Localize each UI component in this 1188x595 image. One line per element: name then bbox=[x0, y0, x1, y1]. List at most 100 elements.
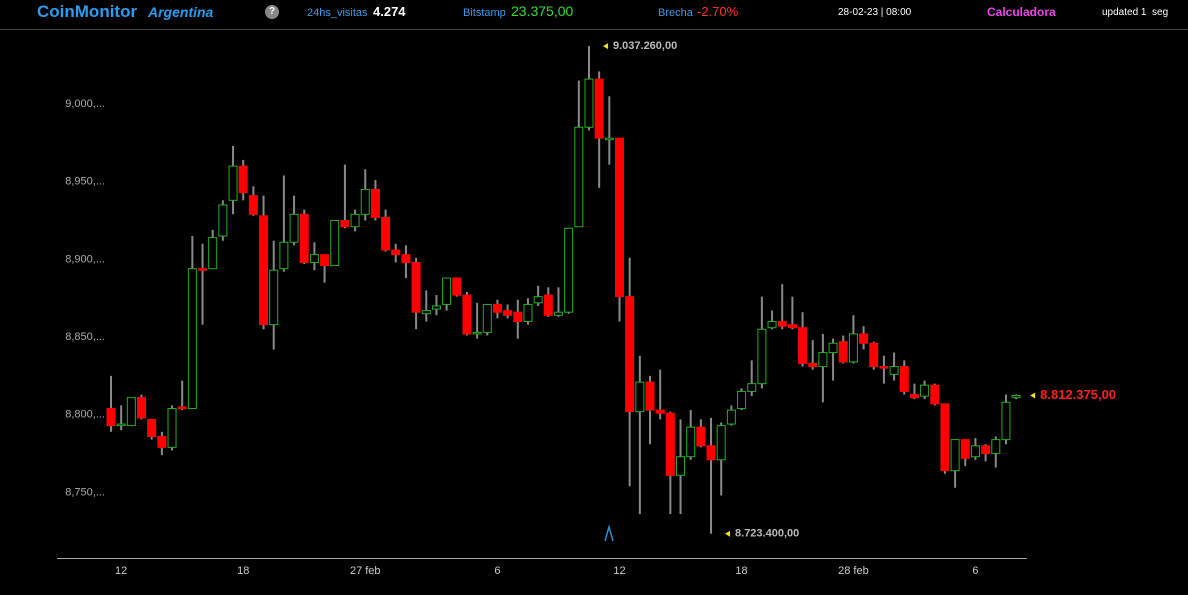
candle-up bbox=[716, 425, 726, 461]
candle-up bbox=[126, 397, 136, 427]
visits-label: 24hs_visitas bbox=[307, 7, 368, 19]
country: Argentina bbox=[148, 4, 214, 20]
candle-down bbox=[147, 418, 157, 437]
candle-down bbox=[798, 327, 808, 364]
candle-up bbox=[431, 305, 441, 310]
candle-down bbox=[137, 397, 147, 419]
x-tick-label: 6 bbox=[972, 565, 978, 577]
candle-down bbox=[869, 342, 879, 368]
candle-up bbox=[676, 456, 686, 476]
candle-up bbox=[167, 408, 177, 448]
candle-down bbox=[706, 445, 716, 461]
candle-down bbox=[777, 321, 787, 327]
x-tick-label: 6 bbox=[494, 565, 500, 577]
candle-down bbox=[981, 445, 991, 455]
x-tick-label: 28 feb bbox=[838, 565, 869, 577]
candle-down bbox=[381, 216, 391, 251]
candle-up bbox=[330, 220, 340, 267]
candle-up bbox=[737, 390, 747, 410]
candle-down bbox=[594, 78, 604, 139]
candle-up bbox=[553, 311, 563, 316]
bitstamp-price: 23.375,00 bbox=[511, 3, 574, 19]
candle-up bbox=[228, 165, 238, 201]
candle-down bbox=[106, 408, 116, 427]
candle-down bbox=[320, 254, 330, 267]
candle-down bbox=[909, 394, 919, 399]
candle-down bbox=[248, 195, 258, 215]
candle-up bbox=[289, 213, 299, 243]
candle-up bbox=[950, 439, 960, 472]
candle-up bbox=[920, 384, 930, 397]
candle-up bbox=[635, 381, 645, 413]
logo-mark bbox=[604, 524, 614, 542]
candle-down bbox=[899, 366, 909, 392]
gap-value: -2.70% bbox=[697, 4, 739, 19]
annotation-label: 8.723.400,00 bbox=[735, 528, 799, 540]
candle-up bbox=[421, 310, 431, 315]
candle-up bbox=[686, 426, 696, 458]
candle-down bbox=[411, 261, 421, 313]
candle-up bbox=[309, 254, 319, 263]
candle-up bbox=[533, 296, 543, 304]
candle-up bbox=[269, 269, 279, 326]
candle-down bbox=[198, 268, 208, 271]
candle-up bbox=[187, 268, 197, 410]
candle-down bbox=[625, 296, 635, 413]
candle-down bbox=[655, 409, 665, 414]
candle-up bbox=[991, 439, 1001, 455]
candle-down bbox=[259, 215, 269, 326]
y-tick-label: 8,750,... bbox=[65, 486, 105, 498]
candle-down bbox=[696, 426, 706, 447]
candle-down bbox=[299, 213, 309, 263]
candle-up bbox=[767, 321, 777, 329]
candle-down bbox=[462, 294, 472, 335]
annotation-label: 8.812.375,00 bbox=[1040, 387, 1116, 402]
candle-up bbox=[1001, 401, 1011, 441]
candle-up bbox=[757, 328, 767, 385]
candle-up bbox=[208, 237, 218, 270]
candle-up bbox=[1011, 395, 1021, 399]
annotation-marker bbox=[725, 530, 731, 537]
candle-down bbox=[940, 403, 950, 472]
candle-down bbox=[645, 381, 655, 411]
candle-up bbox=[360, 188, 370, 215]
y-tick-label: 8,850,... bbox=[65, 331, 105, 343]
candle-up bbox=[279, 241, 289, 270]
candle-up bbox=[482, 303, 492, 333]
candle-down bbox=[787, 324, 797, 329]
candle-up bbox=[116, 423, 126, 427]
annotation-marker bbox=[602, 43, 608, 50]
candle-down bbox=[838, 341, 848, 363]
y-tick-label: 8,800,... bbox=[65, 409, 105, 421]
candle-down bbox=[808, 362, 818, 368]
candle-up bbox=[604, 137, 614, 141]
candle-up bbox=[818, 352, 828, 368]
candle-down bbox=[960, 439, 970, 459]
candle-down bbox=[513, 311, 523, 323]
candle-down bbox=[543, 294, 553, 316]
calculator-link[interactable]: Calculadora bbox=[987, 5, 1056, 19]
candle-up bbox=[350, 213, 360, 228]
datetime: 28-02-23 | 08:00 bbox=[838, 7, 912, 18]
candle-down bbox=[157, 435, 167, 448]
brand[interactable]: CoinMonitor bbox=[37, 2, 138, 21]
annotation-label: 9.037.260,00 bbox=[613, 40, 677, 52]
candle-up bbox=[523, 303, 533, 323]
candle-down bbox=[177, 406, 187, 410]
x-tick-label: 18 bbox=[735, 565, 747, 577]
candle-down bbox=[401, 254, 411, 263]
candle-up bbox=[472, 331, 482, 335]
y-tick-label: 8,900,... bbox=[65, 253, 105, 265]
candle-up bbox=[574, 126, 584, 228]
x-tick-label: 18 bbox=[237, 565, 249, 577]
candle-up bbox=[442, 277, 452, 305]
y-tick-label: 9,000,... bbox=[65, 98, 105, 110]
help-icon[interactable]: ? bbox=[265, 5, 279, 19]
x-tick-label: 12 bbox=[115, 565, 127, 577]
candle-down bbox=[452, 277, 462, 296]
candle-down bbox=[615, 137, 624, 298]
candle-down bbox=[930, 384, 940, 405]
candle-down bbox=[391, 249, 401, 256]
candle-up bbox=[747, 383, 757, 392]
